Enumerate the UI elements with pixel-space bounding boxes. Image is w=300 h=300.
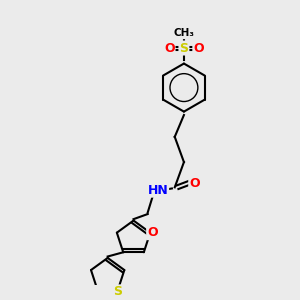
Text: CH₃: CH₃	[173, 28, 194, 38]
Text: O: O	[193, 41, 204, 55]
Text: O: O	[164, 41, 175, 55]
Text: O: O	[147, 226, 158, 239]
Text: S: S	[179, 41, 188, 55]
Text: O: O	[189, 177, 200, 190]
Text: S: S	[113, 285, 122, 298]
Text: HN: HN	[147, 184, 168, 197]
